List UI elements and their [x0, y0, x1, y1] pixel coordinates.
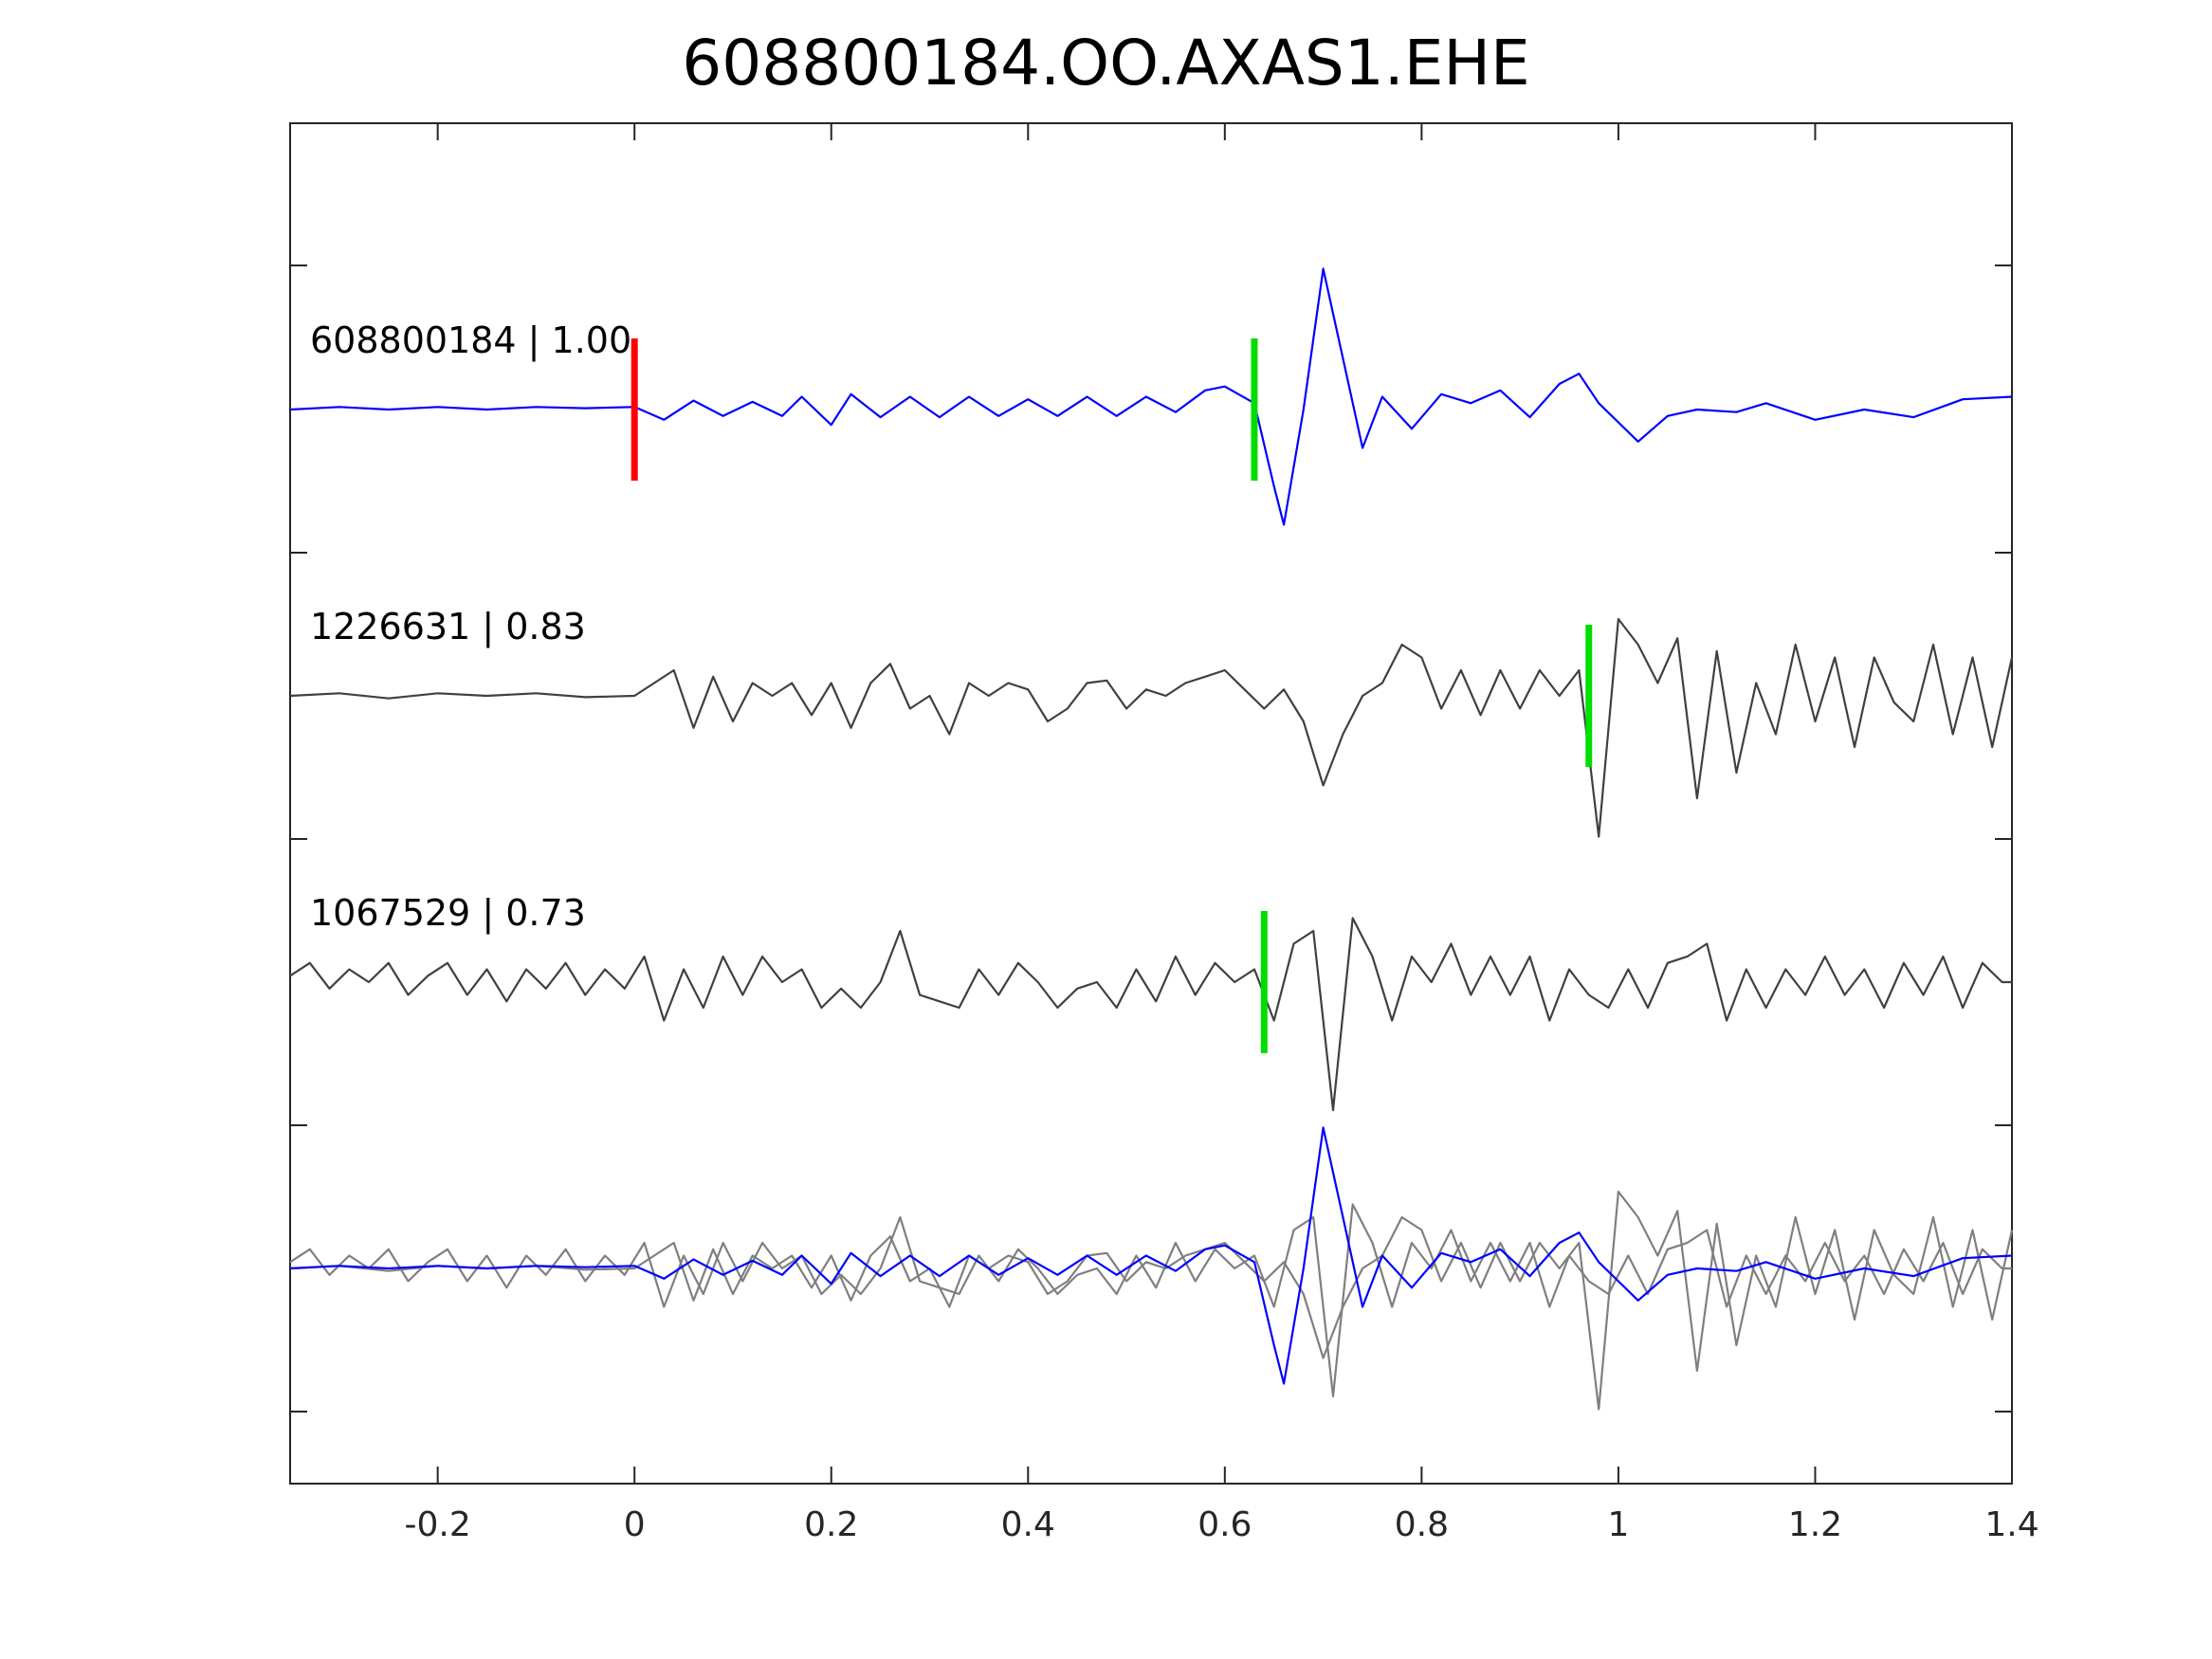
trace-label-1226631: 1226631 | 0.83 — [310, 606, 586, 648]
x-tick-label-4: 0.6 — [1197, 1505, 1252, 1544]
chart-title: 608800184.OO.AXAS1.EHE — [682, 27, 1530, 100]
x-tick-label-8: 1.4 — [1984, 1505, 2038, 1544]
trace-line-1067529 — [289, 917, 2012, 1112]
overlay-line-1067529 — [289, 1203, 2012, 1398]
trace-label-1067529: 1067529 | 0.73 — [310, 892, 586, 935]
picks — [631, 338, 1593, 1053]
trace-line-1226631 — [289, 617, 2014, 838]
x-axis-ticks: -0.2 0 0.2 0.4 0.6 0.8 1 1.2 1.4 — [405, 123, 2039, 1544]
overlay-line-608800184 — [289, 1126, 2013, 1385]
x-tick-label-1: 0 — [624, 1505, 646, 1544]
x-tick-label-5: 0.8 — [1395, 1505, 1449, 1544]
axes-frame — [289, 122, 2013, 1485]
traces — [289, 267, 2014, 1411]
x-tick-label-3: 0.4 — [1001, 1505, 1055, 1544]
x-tick-label-0: -0.2 — [405, 1505, 471, 1544]
x-tick-label-2: 0.2 — [804, 1505, 858, 1544]
overlay-line-1226631 — [289, 1190, 2014, 1411]
axes-box — [289, 122, 2013, 1485]
trace-line-608800184 — [289, 267, 2013, 526]
trace-label-608800184: 608800184 | 1.00 — [310, 319, 631, 362]
trace-labels: 608800184 | 1.00 1226631 | 0.83 1067529 | … — [310, 319, 631, 935]
x-tick-label-6: 1 — [1607, 1505, 1629, 1544]
x-tick-label-7: 1.2 — [1788, 1505, 1842, 1544]
